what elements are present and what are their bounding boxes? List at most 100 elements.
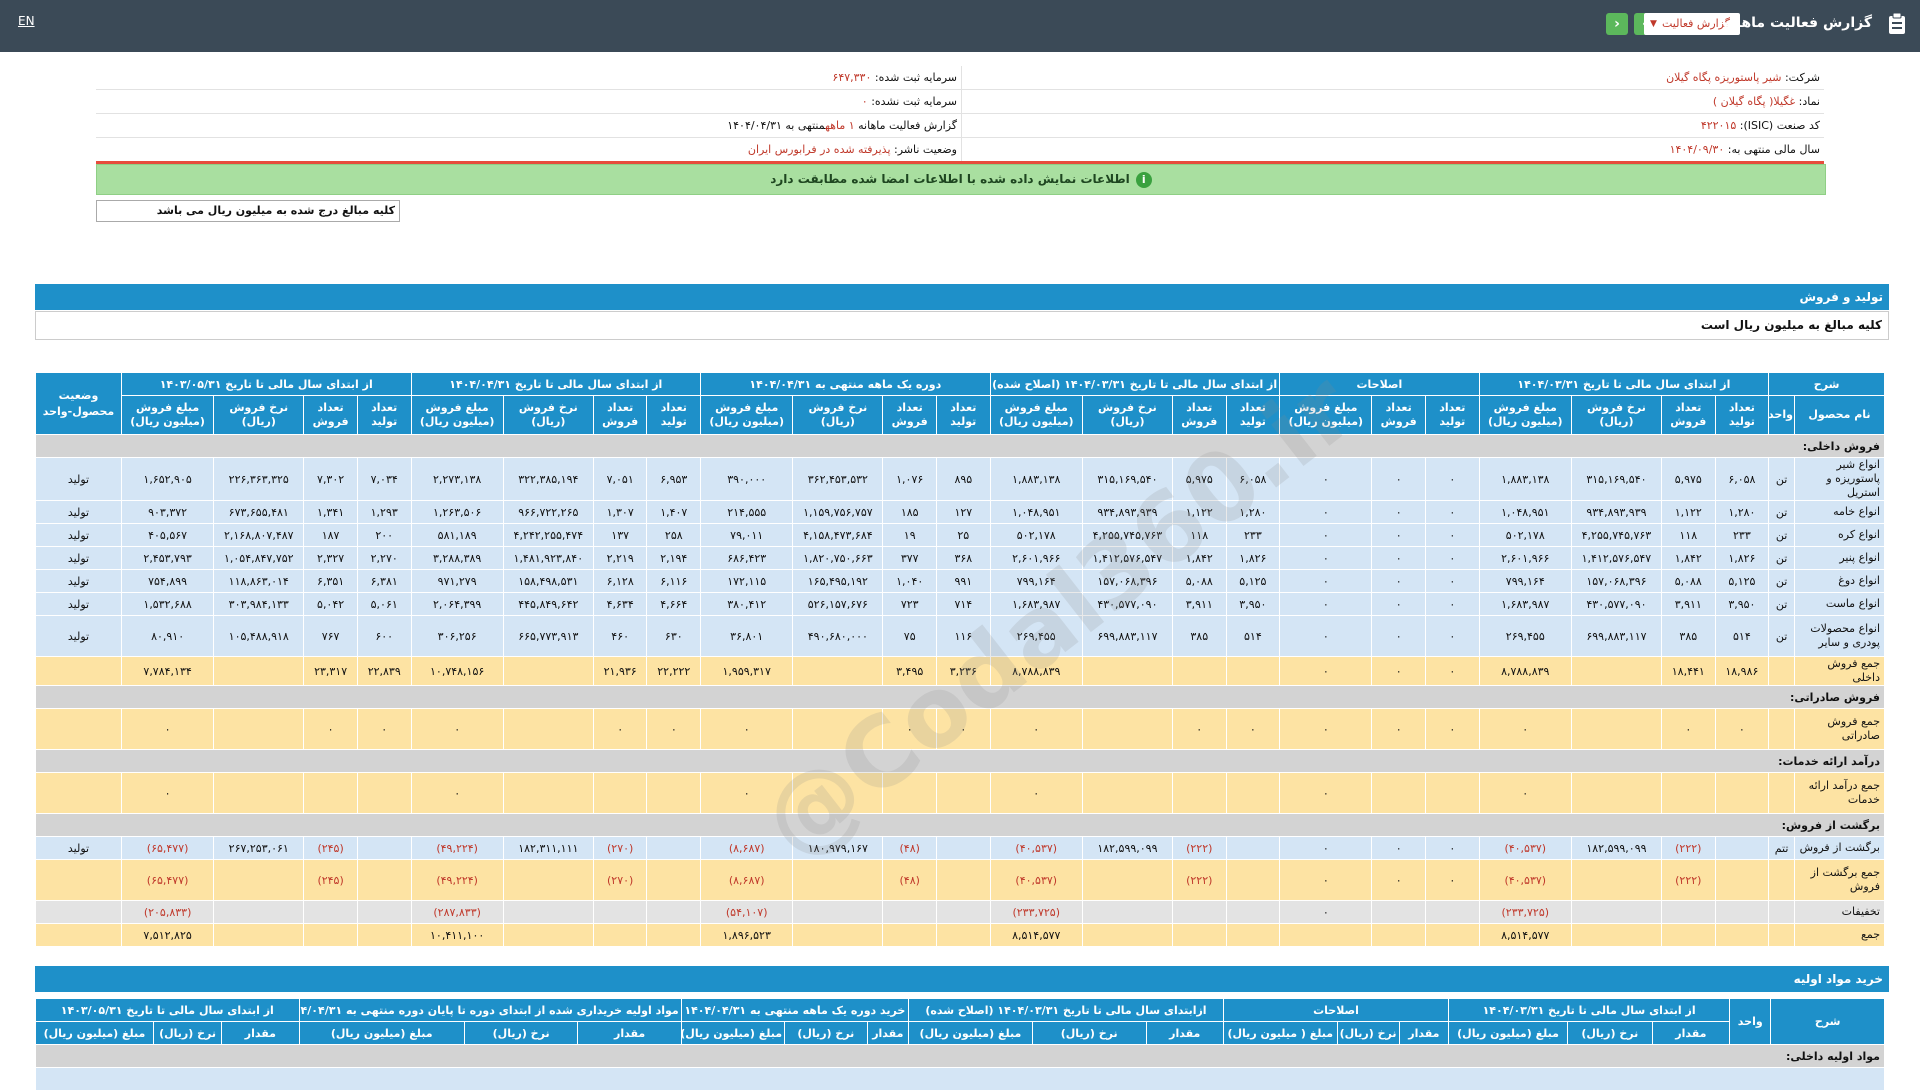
table-cell: ۰ (1714, 708, 1770, 750)
group-header: واحد (1729, 998, 1772, 1045)
table-cell: ۶,۰۵۸ (1714, 457, 1770, 501)
table-cell: (۴۸) (882, 859, 937, 901)
table-cell: ۱,۴۱۲,۵۷۶,۵۴۷ (1570, 546, 1662, 570)
table-cell: ۵,۹۷۵ (1171, 457, 1227, 501)
table-cell: ۱۰۵,۴۸۸,۹۱۸ (213, 615, 305, 657)
next-arrow-button[interactable]: › (1606, 13, 1628, 35)
table-cell: ۰ (1279, 615, 1373, 657)
table-cell: ۳,۲۳۶ (936, 656, 991, 686)
table-cell: ۰ (1425, 656, 1480, 686)
table-cell (792, 656, 884, 686)
table-cell: تولید (35, 615, 122, 657)
column-header: مقدار (221, 1021, 300, 1045)
table-cell (1714, 923, 1770, 947)
language-link[interactable]: EN (18, 14, 35, 28)
table-cell: ۰ (700, 772, 794, 814)
table-row: فروش صادراتی: (35, 685, 1885, 709)
table-cell (646, 772, 702, 814)
table-cell: ۱۰,۷۴۸,۱۵۶ (410, 656, 504, 686)
column-header: نرخ (ریال) (463, 1021, 579, 1045)
table-row: فروش داخلی: (35, 434, 1885, 458)
table-cell: (۲۸۷,۸۳۳) (410, 900, 504, 924)
table-row: انواع دوغ تن ۵,۱۲۵ ۵,۰۸۸ ۱۵۷,۰۶۸,۳۹۶ ۷۹۹,۱۶۴ ۰… (35, 569, 1886, 593)
row-label: انواع محصولات پودری و سایر (1793, 615, 1886, 657)
table-cell (1279, 923, 1373, 947)
table-cell (792, 859, 884, 901)
table-cell: ۶,۰۵۸ (1225, 457, 1281, 501)
table-cell: (۴۰,۵۳۷) (989, 859, 1083, 901)
table-cell: ۱,۳۴۱ (303, 500, 358, 524)
column-header: نرخ (ریال) (784, 1021, 868, 1045)
table-cell (303, 772, 358, 814)
table-cell: ۳۱۵,۱۶۹,۵۴۰ (1570, 457, 1662, 501)
table-cell: ۱,۴۱۲,۵۷۶,۵۴۷ (1081, 546, 1173, 570)
report-type-select[interactable]: گزارش فعالیت ▼ (1644, 13, 1740, 35)
column-header: مبلغ ( میلیون ریال) (1222, 1021, 1338, 1045)
table-cell (1714, 859, 1770, 901)
row-heading: درآمد ارائه خدمات: (35, 749, 1885, 773)
table-cell: (۲۳۳,۷۲۵) (989, 900, 1083, 924)
table-cell: (۴۰,۵۳۷) (989, 836, 1083, 860)
table-cell: ۰ (410, 772, 504, 814)
column-header: مبلغ فروش (میلیون ریال) (989, 395, 1083, 435)
table-cell: ۱,۸۹۶,۵۲۳ (700, 923, 794, 947)
table-cell (1768, 772, 1795, 814)
column-header: تعداد تولید (1425, 395, 1480, 435)
table-cell: ۰ (1478, 772, 1572, 814)
table-cell: ۲۶۷,۲۵۳,۰۶۱ (213, 836, 305, 860)
table-cell: ۶,۱۲۸ (592, 569, 648, 593)
table-cell (792, 900, 884, 924)
table-cell: ۳,۴۹۵ (882, 656, 937, 686)
table-row: جمع برگشت از فروش (۲۲۲) (۴۰,۵۳۷) ۰ ۰ ۰ (۲۲۲) (۴… (35, 859, 1886, 901)
table-cell: ۴۰۵,۵۶۷ (120, 523, 215, 547)
table-cell (1171, 900, 1227, 924)
table-cell: ۱۱۸ (1660, 523, 1716, 547)
table-cell: ۱,۰۵۴,۸۴۷,۷۵۲ (213, 546, 305, 570)
table-cell: ۱۱۶ (936, 615, 991, 657)
table-cell: ۰ (1371, 569, 1427, 593)
table-cell: ۷۹۹,۱۶۴ (989, 569, 1083, 593)
table-cell: (۴۸) (882, 836, 937, 860)
table-cell (1768, 900, 1795, 924)
table-cell: ۸,۵۱۴,۵۷۷ (1478, 923, 1572, 947)
table-cell: ۵,۰۴۲ (303, 592, 358, 616)
table-cell (792, 772, 884, 814)
table-cell: ۳,۲۸۸,۳۸۹ (410, 546, 504, 570)
table-cell: ۰ (1425, 523, 1480, 547)
table-cell: ۱,۳۰۷ (592, 500, 648, 524)
column-header: مبلغ فروش (میلیون ریال) (410, 395, 504, 435)
table-cell: (۲۲۲) (1171, 859, 1227, 901)
table-cell: ۰ (356, 708, 412, 750)
table-cell: ۸۰,۹۱۰ (120, 615, 215, 657)
report-label: گزارش فعالیت ماهانه (858, 119, 957, 132)
table-cell: تن (1768, 500, 1795, 524)
row-label: انواع دوغ (1793, 569, 1886, 593)
company-value: شیر پاستوریزه پگاه گیلان (1666, 71, 1782, 84)
table-cell: ۶۶۵,۷۷۳,۹۱۳ (502, 615, 594, 657)
table-cell (356, 772, 412, 814)
table-cell: ۷,۰۳۴ (356, 457, 412, 501)
table-cell: ۹۰۳,۳۷۲ (120, 500, 215, 524)
column-header: تعداد تولید (1225, 395, 1281, 435)
info-row: کد صنعت (ISIC): ۴۲۲۰۱۵ گزارش فعالیت ماها… (96, 114, 1824, 138)
table-cell (1225, 836, 1281, 860)
table-cell: ۹۷۱,۲۷۹ (410, 569, 504, 593)
report-type-select-value: گزارش فعالیت (1662, 17, 1730, 30)
isic-value: ۴۲۲۰۱۵ (1700, 119, 1737, 132)
column-header: مبلغ فروش (میلیون ریال) (120, 395, 215, 435)
table-cell: ۰ (1660, 708, 1716, 750)
table-cell: ۱۸۵ (882, 500, 937, 524)
report-period-value: ۱ ماهه (825, 119, 855, 132)
table-cell: ۲۲,۸۳۹ (356, 656, 412, 686)
table-cell (882, 900, 937, 924)
table-cell (1225, 923, 1281, 947)
table-cell (1768, 923, 1795, 947)
table-cell: ۵,۰۶۱ (356, 592, 412, 616)
table-cell: ۰ (1425, 708, 1480, 750)
table-cell: ۲۱۴,۵۵۵ (700, 500, 794, 524)
table-cell: ۸,۵۱۴,۵۷۷ (989, 923, 1083, 947)
table-cell: ۰ (410, 708, 504, 750)
table-cell: ۲,۱۶۸,۸۰۷,۴۸۷ (213, 523, 305, 547)
row-label: انواع پنیر (1793, 546, 1886, 570)
table-cell: ۷۶۷ (303, 615, 358, 657)
